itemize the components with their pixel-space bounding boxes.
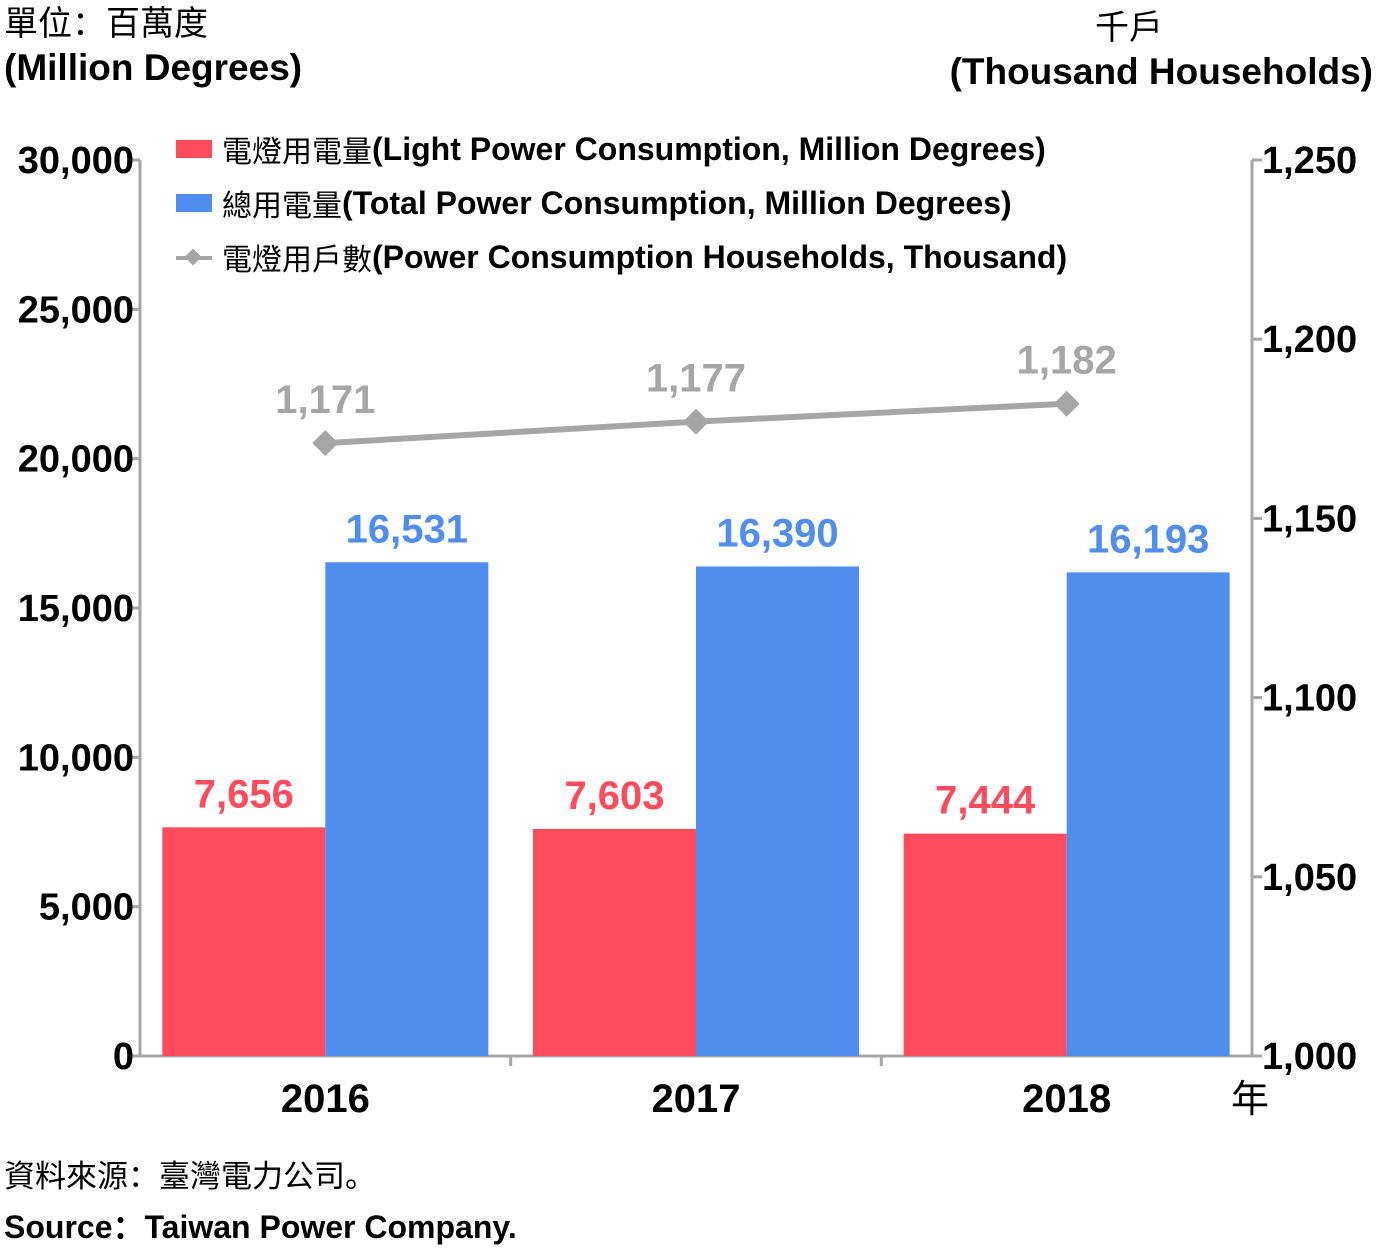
right-tick-label: 1,200 (1262, 319, 1357, 361)
legend-swatch-light (176, 140, 212, 158)
left-tick-label: 30,000 (18, 140, 134, 182)
bar-light (533, 828, 696, 1056)
source-note: 資料來源：臺灣電力公司。 Source：Taiwan Power Company… (4, 1152, 517, 1252)
bar-total (1066, 572, 1230, 1056)
legend-label-light-en: (Light Power Consumption, Million Degree… (372, 130, 1046, 167)
right-tick-label: 1,100 (1262, 678, 1357, 720)
legend-label-households-zh: 電燈用戶數 (222, 243, 372, 278)
right-axis-unit: 千戶 (Thousand Households) (950, 6, 1373, 94)
right-tick-label: 1,050 (1262, 857, 1357, 899)
x-axis-label: 年 (1231, 1077, 1269, 1121)
marker-households (683, 408, 709, 435)
left-axis-unit-en: (Million Degrees) (4, 47, 303, 88)
data-label-households: 1,182 (1017, 339, 1117, 383)
bar-total (325, 562, 489, 1056)
data-label-total: 16,193 (1087, 517, 1209, 561)
legend-swatch-households (176, 248, 212, 266)
bar-light (903, 833, 1067, 1056)
legend-item-total: 總用電量 (Total Power Consumption, Million D… (176, 176, 1067, 230)
left-tick-label: 15,000 (18, 588, 134, 630)
legend-item-households: 電燈用戶數 (Power Consumption Households, Tho… (176, 230, 1067, 284)
right-tick-label: 1,250 (1262, 140, 1357, 182)
legend-label-light-zh: 電燈用電量 (222, 135, 372, 170)
data-label-households: 1,177 (646, 357, 746, 401)
source-zh: 資料來源：臺灣電力公司。 (4, 1159, 376, 1195)
x-tick-label: 2017 (652, 1077, 741, 1121)
data-label-households: 1,171 (275, 378, 375, 422)
legend-label-total-en: (Total Power Consumption, Million Degree… (342, 184, 1012, 221)
left-tick-label: 0 (113, 1036, 134, 1078)
marker-households (312, 430, 339, 457)
data-label-light: 7,656 (194, 772, 294, 816)
legend: 電燈用電量 (Light Power Consumption, Million … (176, 122, 1067, 284)
right-tick-label: 1,000 (1262, 1036, 1357, 1078)
source-en: Source：Taiwan Power Company. (4, 1209, 517, 1245)
legend-item-light: 電燈用電量 (Light Power Consumption, Million … (176, 122, 1067, 176)
data-label-light: 7,603 (564, 774, 664, 818)
left-axis-unit-zh: 單位：百萬度 (4, 4, 208, 44)
x-tick-label: 2016 (281, 1077, 370, 1121)
data-label-total: 16,531 (346, 507, 468, 551)
legend-label-total-zh: 總用電量 (222, 189, 342, 224)
left-tick-label: 25,000 (18, 289, 134, 331)
right-axis-unit-zh: 千戶 (1095, 8, 1163, 48)
marker-households (1053, 390, 1080, 417)
x-tick-label: 2018 (1022, 1077, 1111, 1121)
data-label-light: 7,444 (935, 779, 1036, 823)
right-axis-unit-en: (Thousand Households) (949, 51, 1373, 92)
left-tick-label: 20,000 (18, 439, 134, 481)
bar-total (696, 566, 859, 1056)
left-tick-label: 5,000 (39, 887, 134, 929)
left-axis-unit: 單位：百萬度 (Million Degrees) (4, 2, 302, 90)
bar-light (162, 827, 326, 1056)
left-tick-label: 10,000 (18, 737, 134, 779)
legend-label-households-en: (Power Consumption Households, Thousand) (372, 238, 1068, 275)
legend-swatch-total (176, 194, 212, 212)
right-tick-label: 1,150 (1262, 498, 1357, 540)
data-label-total: 16,390 (716, 511, 838, 555)
